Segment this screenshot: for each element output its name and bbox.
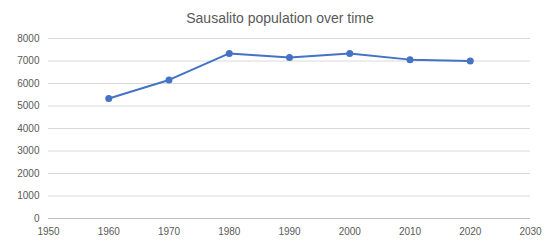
svg-text:2010: 2010 (399, 226, 422, 237)
svg-text:6000: 6000 (17, 78, 40, 89)
svg-text:1970: 1970 (158, 226, 181, 237)
svg-text:4000: 4000 (17, 123, 40, 134)
svg-text:1950: 1950 (37, 226, 60, 237)
svg-text:1980: 1980 (218, 226, 241, 237)
svg-text:8000: 8000 (17, 33, 40, 44)
svg-text:5000: 5000 (17, 100, 40, 111)
svg-text:2020: 2020 (459, 226, 482, 237)
svg-text:2000: 2000 (17, 168, 40, 179)
svg-text:1960: 1960 (98, 226, 121, 237)
svg-text:1000: 1000 (17, 190, 40, 201)
html-text:Sausalito population over time: Sausalito population over time (186, 10, 374, 26)
svg-text:2030: 2030 (519, 226, 542, 237)
svg-text:0: 0 (34, 213, 40, 224)
svg-text:3000: 3000 (17, 145, 40, 156)
svg-text:1990: 1990 (278, 226, 301, 237)
svg-text:2000: 2000 (339, 226, 362, 237)
svg-text:7000: 7000 (17, 55, 40, 66)
